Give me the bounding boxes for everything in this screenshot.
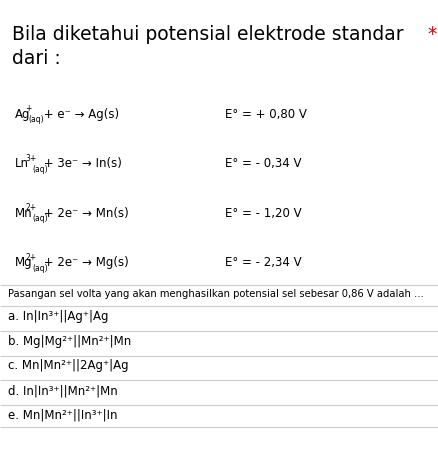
Text: a. In|In³⁺||Ag⁺|Ag: a. In|In³⁺||Ag⁺|Ag <box>8 310 109 323</box>
Text: +: + <box>25 105 32 114</box>
Text: + 3e⁻ → In(s): + 3e⁻ → In(s) <box>40 158 122 170</box>
Text: Pasangan sel volta yang akan menghasilkan potensial sel sebesar 0,86 V adalah ..: Pasangan sel volta yang akan menghasilka… <box>8 289 424 299</box>
Text: (aq): (aq) <box>29 115 44 124</box>
Text: 2+: 2+ <box>25 253 36 262</box>
Text: Ag: Ag <box>15 108 31 121</box>
Text: E° = - 1,20 V: E° = - 1,20 V <box>225 207 302 220</box>
Text: + 2e⁻ → Mn(s): + 2e⁻ → Mn(s) <box>40 207 129 220</box>
Text: b. Mg|Mg²⁺||Mn²⁺|Mn: b. Mg|Mg²⁺||Mn²⁺|Mn <box>8 335 131 348</box>
Text: E° = - 2,34 V: E° = - 2,34 V <box>225 256 302 269</box>
Text: Bila diketahui potensial elektrode standar: Bila diketahui potensial elektrode stand… <box>12 25 410 44</box>
Text: Ln: Ln <box>15 158 29 170</box>
Text: E° = - 0,34 V: E° = - 0,34 V <box>225 158 301 170</box>
Text: d. In|In³⁺||Mn²⁺|Mn: d. In|In³⁺||Mn²⁺|Mn <box>8 384 118 397</box>
Text: + 2e⁻ → Mg(s): + 2e⁻ → Mg(s) <box>40 256 129 269</box>
Text: E° = + 0,80 V: E° = + 0,80 V <box>225 108 307 121</box>
Text: (aq): (aq) <box>32 264 48 273</box>
Text: dari :: dari : <box>12 49 61 68</box>
Text: c. Mn|Mn²⁺||2Ag⁺|Ag: c. Mn|Mn²⁺||2Ag⁺|Ag <box>8 360 129 372</box>
Text: 2+: 2+ <box>25 203 36 212</box>
Text: (aq): (aq) <box>32 214 48 223</box>
Text: Mg: Mg <box>15 256 32 269</box>
Text: e. Mn|Mn²⁺||In³⁺|In: e. Mn|Mn²⁺||In³⁺|In <box>8 409 117 422</box>
Text: Mn: Mn <box>15 207 32 220</box>
Text: (aq): (aq) <box>32 165 48 174</box>
Text: + e⁻ → Ag(s): + e⁻ → Ag(s) <box>40 108 119 121</box>
Text: *: * <box>427 25 436 44</box>
Text: 3+: 3+ <box>25 154 36 163</box>
